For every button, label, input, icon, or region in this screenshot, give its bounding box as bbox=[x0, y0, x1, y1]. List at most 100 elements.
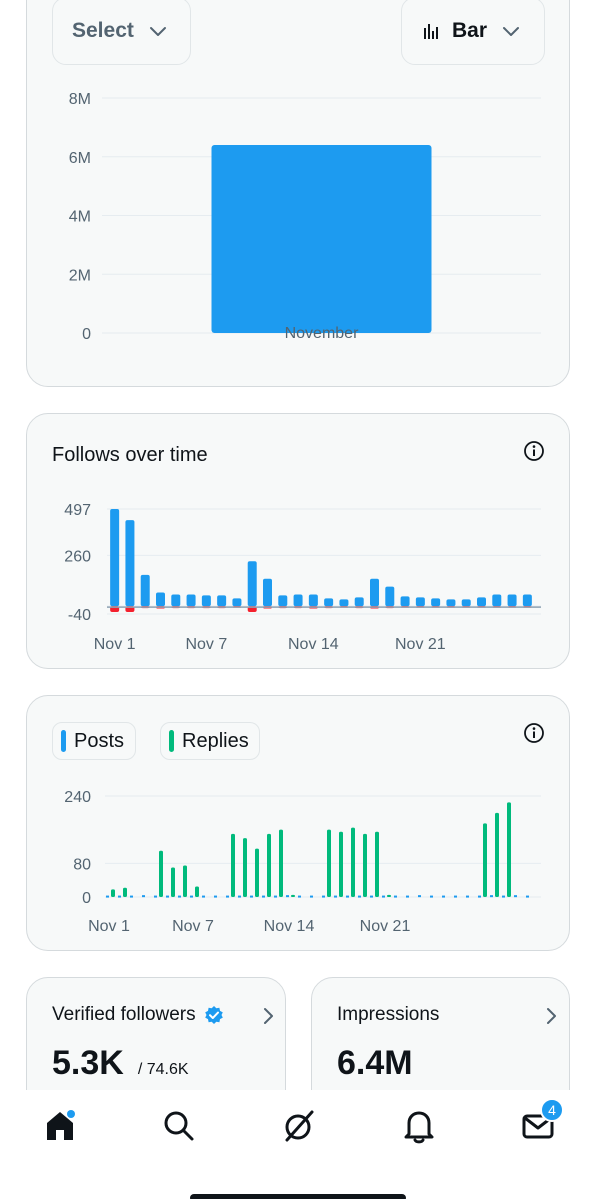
bar-chart-icon bbox=[424, 24, 438, 39]
posts-bar bbox=[334, 895, 337, 898]
impressions-value: 6.4M bbox=[337, 1044, 413, 1082]
x-tick-label: Nov 7 bbox=[185, 636, 227, 653]
follow-bar bbox=[415, 597, 425, 607]
follow-bar bbox=[247, 561, 257, 607]
replies-bar bbox=[507, 802, 511, 897]
posts-bar bbox=[514, 895, 517, 898]
follow-bar bbox=[477, 597, 486, 607]
select-dropdown[interactable]: Select bbox=[52, 0, 191, 65]
legend-posts[interactable]: Posts bbox=[52, 722, 136, 760]
x-tick-label: Nov 7 bbox=[172, 918, 214, 935]
follow-bar bbox=[492, 594, 502, 607]
posts-bar bbox=[274, 895, 277, 898]
select-label: Select bbox=[72, 19, 134, 42]
bar bbox=[211, 145, 432, 333]
posts-bar bbox=[166, 895, 169, 898]
posts-bar bbox=[418, 895, 421, 898]
nav-notifications[interactable] bbox=[397, 1104, 441, 1148]
nav-home[interactable] bbox=[38, 1104, 82, 1148]
x-tick-label: Nov 14 bbox=[288, 636, 339, 653]
x-tick-label: Nov 1 bbox=[94, 636, 136, 653]
replies-bar bbox=[159, 850, 163, 897]
verified-value: 5.3K bbox=[52, 1044, 124, 1082]
posts-bar bbox=[226, 895, 229, 898]
replies-bar bbox=[195, 886, 199, 897]
posts-bar bbox=[238, 895, 241, 898]
replies-bar bbox=[243, 838, 247, 897]
home-indicator bbox=[190, 1194, 406, 1199]
y-tick-label: 260 bbox=[64, 548, 91, 565]
posts-bar bbox=[310, 895, 313, 898]
nav-messages[interactable]: 4 bbox=[516, 1098, 564, 1148]
posts-bar bbox=[406, 895, 409, 898]
y-tick-label: 0 bbox=[82, 890, 91, 907]
replies-bar bbox=[387, 894, 391, 897]
chart-type-dropdown[interactable]: Bar bbox=[401, 0, 545, 65]
replies-bar bbox=[483, 823, 487, 897]
posts-bar bbox=[142, 895, 145, 898]
posts-bar bbox=[250, 895, 253, 898]
posts-bar bbox=[382, 895, 385, 898]
replies-bar bbox=[111, 889, 115, 897]
posts-bar bbox=[526, 895, 529, 898]
follow-bar bbox=[278, 595, 288, 607]
chevron-down-icon bbox=[503, 27, 520, 36]
verified-badge-icon bbox=[204, 1006, 223, 1024]
y-tick-label: 6M bbox=[69, 150, 91, 167]
posts-bar bbox=[178, 895, 181, 898]
posts-bar bbox=[346, 895, 349, 898]
replies-bar bbox=[495, 812, 499, 897]
y-tick-label: 80 bbox=[73, 856, 91, 873]
follow-bar bbox=[293, 594, 303, 607]
y-tick-label: -40 bbox=[68, 607, 91, 624]
posts-bar bbox=[430, 895, 433, 898]
follow-bar bbox=[370, 578, 379, 607]
posts-bar bbox=[262, 895, 265, 898]
posts-bar bbox=[322, 895, 325, 898]
follow-bar bbox=[217, 595, 227, 607]
y-tick-label: 240 bbox=[64, 789, 91, 806]
y-tick-label: 0 bbox=[82, 326, 91, 343]
posts-replies-card: Posts Replies 0 80 240 Nov 1 Nov 7 Nov 14 Nov … bbox=[26, 695, 570, 951]
follow-bar bbox=[400, 596, 410, 607]
follow-bar bbox=[125, 520, 135, 607]
replies-bar bbox=[279, 829, 283, 897]
nav-grok[interactable] bbox=[277, 1104, 321, 1148]
posts-bar bbox=[370, 895, 373, 898]
follows-title: Follows over time bbox=[52, 444, 208, 466]
follow-bar bbox=[354, 597, 364, 607]
posts-bar bbox=[454, 895, 457, 898]
replies-bar bbox=[183, 865, 187, 897]
follow-bar bbox=[201, 595, 211, 607]
info-icon[interactable] bbox=[523, 722, 545, 744]
chevron-down-icon bbox=[149, 27, 166, 36]
info-icon[interactable] bbox=[523, 440, 545, 462]
grok-icon bbox=[285, 1110, 314, 1142]
replies-bar bbox=[351, 827, 355, 897]
legend-replies[interactable]: Replies bbox=[160, 722, 260, 760]
replies-bar bbox=[171, 867, 175, 897]
y-tick-label: 4M bbox=[69, 209, 91, 226]
replies-bar bbox=[255, 848, 259, 897]
replies-swatch bbox=[169, 730, 174, 752]
posts-bar bbox=[298, 895, 301, 898]
follow-bar bbox=[171, 594, 181, 607]
chevron-right-icon bbox=[264, 1008, 273, 1024]
messages-badge: 4 bbox=[540, 1098, 564, 1122]
follow-bar bbox=[461, 599, 471, 607]
home-icon bbox=[47, 1110, 75, 1140]
x-tick-label: Nov 21 bbox=[395, 636, 446, 653]
mail-icon bbox=[522, 1114, 554, 1139]
verified-total: / 74.6K bbox=[137, 1061, 189, 1078]
monthly-bar-chart: 0 2M 4M 6M 8M November bbox=[69, 91, 541, 343]
follow-bar bbox=[522, 594, 532, 607]
y-tick-label: 497 bbox=[64, 502, 91, 519]
search-icon bbox=[164, 1111, 194, 1141]
y-tick-label: 8M bbox=[69, 91, 91, 108]
x-tick-label: Nov 14 bbox=[264, 918, 315, 935]
follow-bar bbox=[110, 509, 120, 607]
posts-bar bbox=[286, 895, 289, 898]
x-tick-label: Nov 1 bbox=[88, 918, 130, 935]
follow-bar bbox=[431, 598, 441, 607]
nav-search[interactable] bbox=[157, 1104, 201, 1148]
